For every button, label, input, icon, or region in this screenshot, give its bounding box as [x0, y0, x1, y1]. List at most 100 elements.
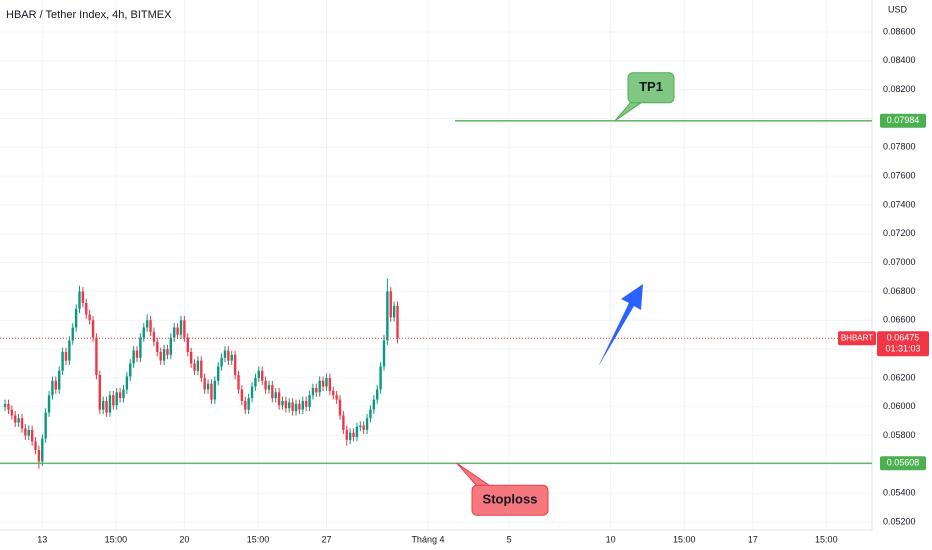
candle-body — [91, 320, 95, 338]
candle-body — [311, 388, 315, 396]
candle-body — [7, 403, 10, 410]
candle-body — [315, 388, 318, 393]
candle-body — [396, 305, 399, 339]
candle-body — [145, 320, 149, 328]
candle-body — [345, 429, 348, 440]
candle-body — [328, 377, 332, 391]
candle-body — [88, 314, 91, 321]
candle-body — [68, 340, 71, 361]
candle-body — [85, 302, 88, 315]
y-tick-label: 0.08600 — [883, 26, 916, 36]
candle-body — [217, 366, 220, 381]
candle-body — [169, 337, 173, 355]
candle-body — [34, 441, 37, 451]
candle-body — [44, 412, 47, 439]
symbol-label: BHBART — [841, 333, 873, 342]
candle-body — [355, 426, 359, 438]
x-tick-label: 20 — [179, 534, 189, 544]
candle-body — [115, 392, 118, 406]
candle-body — [98, 375, 102, 410]
candle-body — [58, 370, 61, 390]
candle-body — [149, 320, 152, 332]
candle-body — [386, 291, 389, 341]
x-tick-label: 15:00 — [673, 534, 696, 544]
y-tick-label: 0.05400 — [883, 488, 916, 498]
candle-body — [365, 418, 369, 430]
candle-body — [332, 390, 335, 396]
candle-body — [271, 385, 274, 399]
candle-body — [298, 403, 301, 410]
candle-body — [41, 438, 44, 462]
callout-label: TP1 — [639, 79, 663, 94]
level-price-box — [880, 456, 926, 471]
y-tick-label: 0.06800 — [883, 286, 916, 296]
candle-body — [125, 376, 129, 390]
callout-box — [471, 484, 549, 516]
candle-body — [61, 351, 64, 371]
candle-body — [342, 415, 345, 430]
x-tick-label: 13 — [37, 534, 47, 544]
candle-body — [233, 354, 237, 376]
candle-body — [257, 370, 261, 378]
level-price-label: 0.07984 — [887, 115, 920, 125]
candle-body — [213, 380, 217, 400]
candle-body — [196, 360, 200, 371]
candle-body — [277, 392, 281, 406]
candle-body — [159, 351, 162, 361]
candle-body — [240, 389, 244, 401]
candle-body — [362, 425, 365, 430]
candle-body — [230, 354, 233, 361]
candle-body — [3, 403, 7, 407]
candle-body — [166, 349, 169, 355]
candle-body — [101, 400, 105, 410]
candle-body — [176, 327, 179, 335]
y-tick-label: 0.07000 — [883, 257, 916, 267]
candle-body — [10, 409, 14, 416]
candle-body — [139, 337, 142, 358]
candle-body — [389, 291, 392, 318]
candle-body — [281, 400, 284, 406]
candle-body — [274, 392, 277, 399]
symbol-box — [838, 331, 876, 346]
candle-body — [189, 351, 193, 364]
candle-body — [318, 380, 321, 393]
grid — [0, 0, 872, 530]
y-tick-label: 0.07400 — [883, 199, 916, 209]
level-price-label: 0.05608 — [887, 458, 920, 468]
arrow — [598, 284, 643, 367]
candle-body — [260, 370, 264, 381]
candle-body — [244, 400, 247, 410]
candle-body — [152, 331, 156, 342]
price-box — [877, 331, 929, 357]
callout-label: Stoploss — [483, 492, 538, 507]
candle-body — [372, 399, 376, 410]
y-tick-label: 0.05200 — [883, 516, 916, 526]
y-tick-label: 0.08400 — [883, 55, 916, 65]
candle-body — [348, 432, 352, 440]
candle-body — [14, 415, 17, 423]
candle-body — [112, 395, 115, 406]
candle-body — [17, 418, 20, 423]
candle-body — [200, 360, 203, 378]
level-price-box — [880, 113, 926, 128]
x-tick-label: 15:00 — [105, 534, 128, 544]
candle-body — [193, 363, 196, 371]
candle-body — [223, 350, 227, 358]
chart-title: HBAR / Tether Index, 4h, BITMEX — [6, 9, 172, 21]
candle-body — [64, 351, 68, 361]
candle-body — [162, 349, 166, 361]
candle-body — [288, 402, 291, 409]
y-tick-label: 0.06000 — [883, 401, 916, 411]
candle-body — [247, 398, 250, 410]
y-tick-label: 0.05800 — [883, 430, 916, 440]
y-unit: USD — [888, 4, 908, 14]
candle-body — [122, 389, 125, 399]
candle-body — [78, 291, 81, 309]
candle-body — [81, 291, 85, 303]
x-tick-label: 5 — [507, 534, 512, 544]
x-tick-label: 10 — [606, 534, 616, 544]
candle-body — [376, 389, 379, 400]
y-tick-label: 0.08200 — [883, 84, 916, 94]
candle-body — [142, 327, 145, 338]
